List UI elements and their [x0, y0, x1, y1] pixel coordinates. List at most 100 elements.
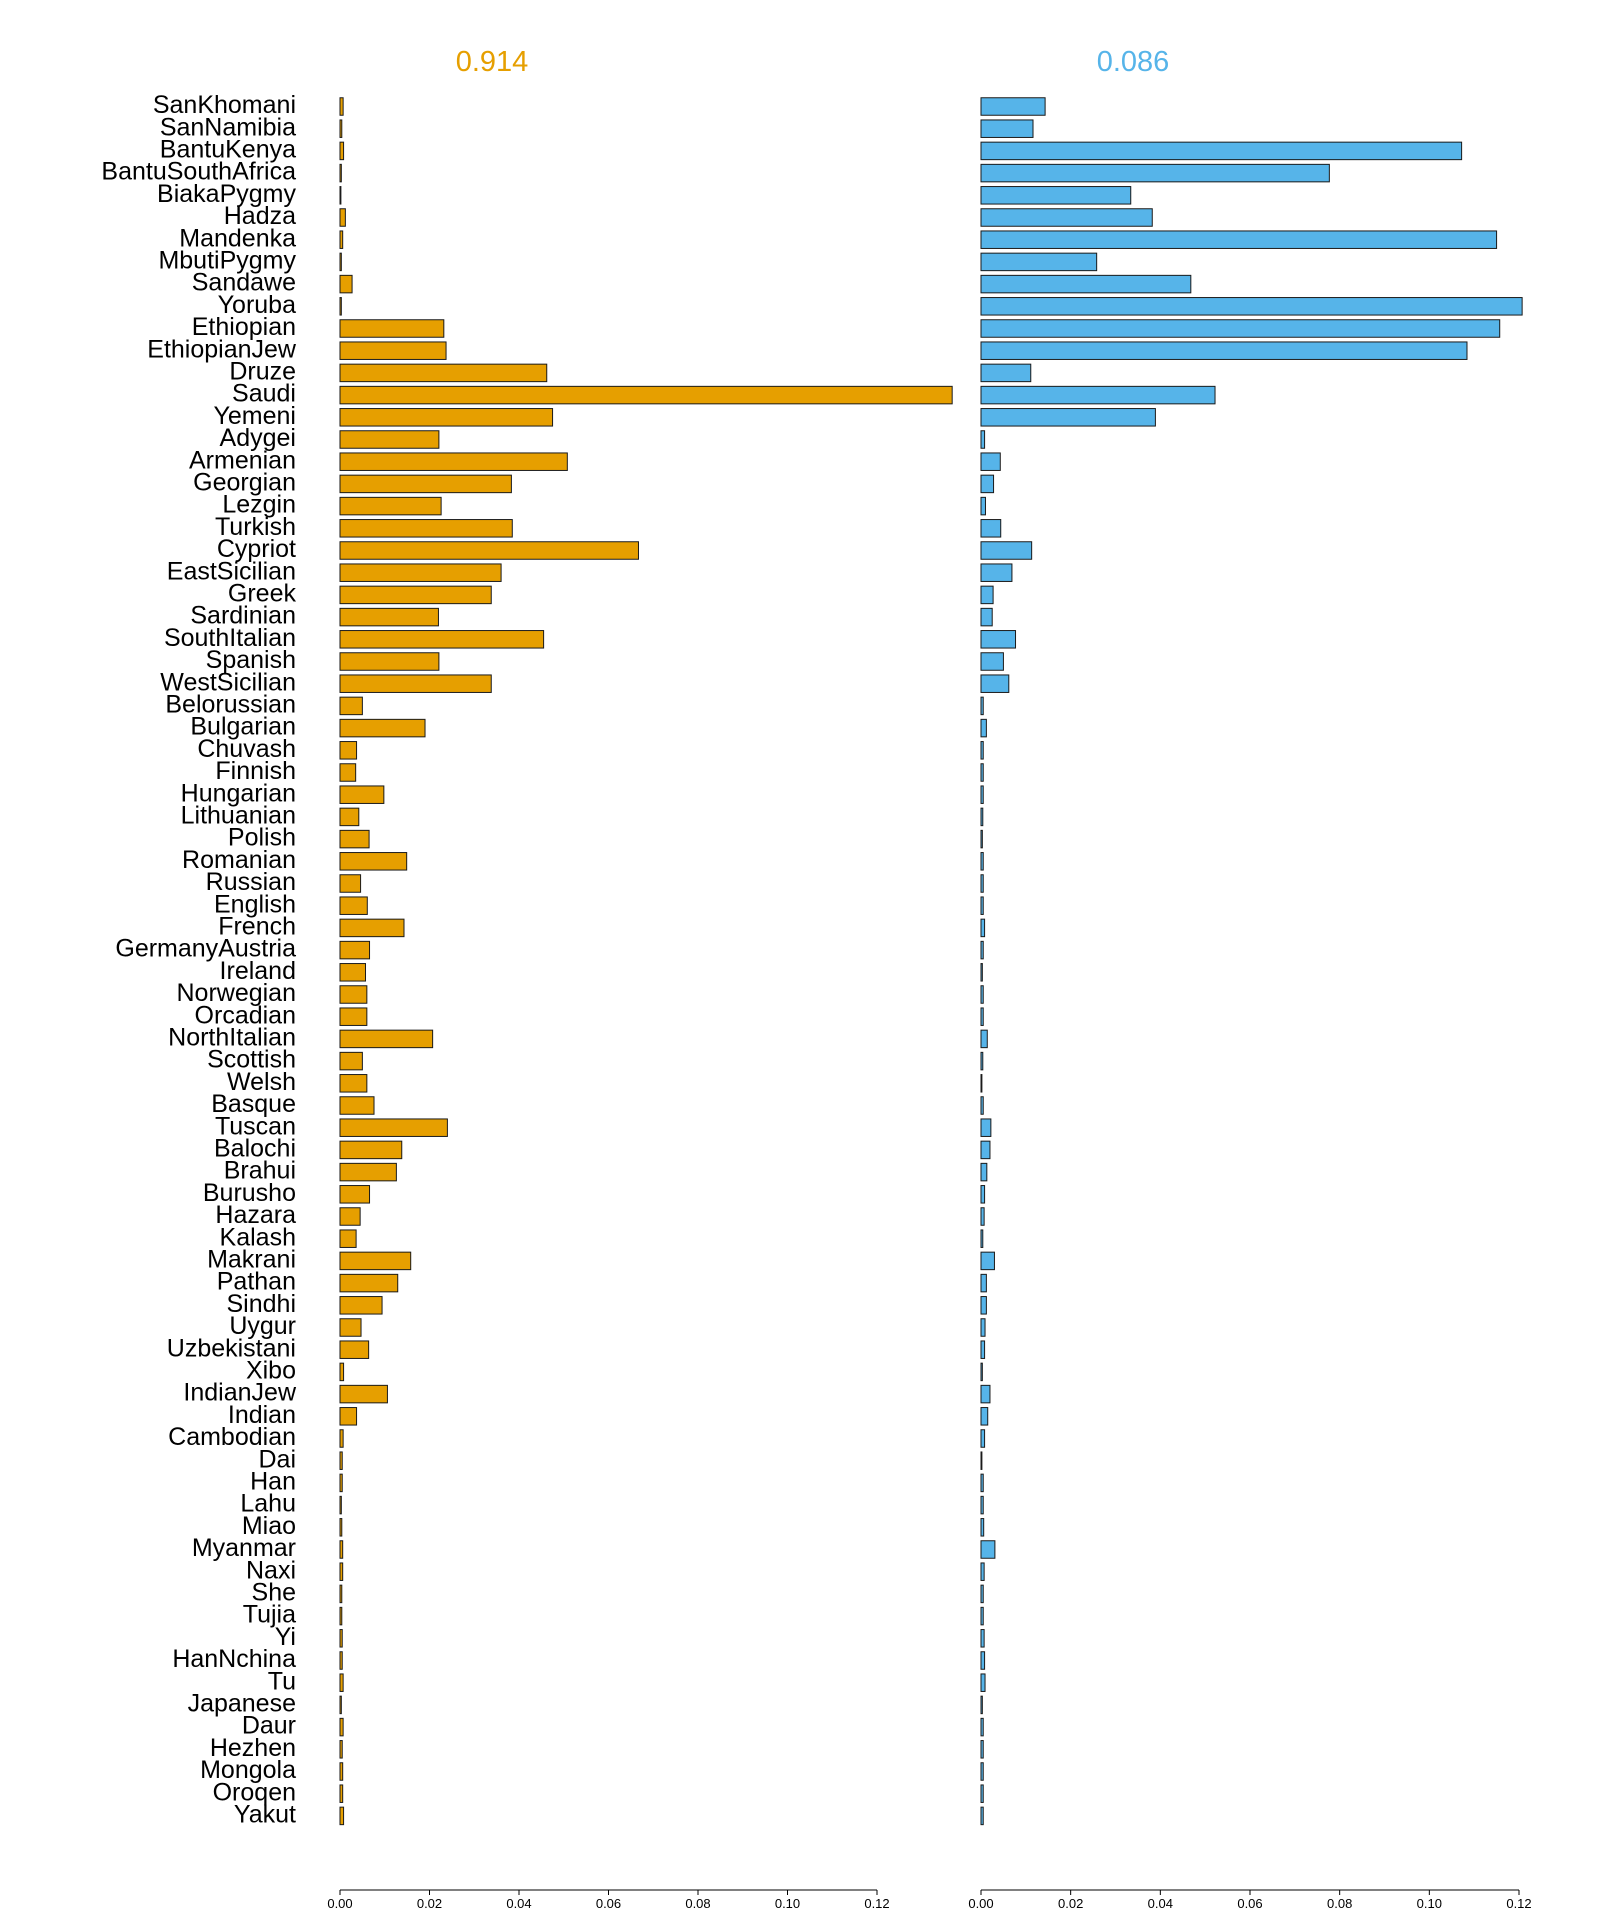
bar-hungarian-1: [980, 785, 984, 804]
label-hezhen: Hezhen: [210, 1734, 296, 1762]
label-southitalian: SouthItalian: [164, 624, 296, 652]
label-turkish: Turkish: [215, 513, 296, 541]
x-tick-label-1-1: 0.02: [1058, 1896, 1083, 1911]
bar-basque-1: [980, 1096, 984, 1115]
x-tick-label-0-3: 0.06: [596, 1896, 621, 1911]
bar-brahui-0: [339, 1162, 397, 1182]
label-cypriot: Cypriot: [217, 535, 296, 563]
bar-welsh-1: [980, 1074, 983, 1093]
label-armenian: Armenian: [189, 446, 296, 474]
label-bantusouthafrica: BantuSouthAfrica: [101, 158, 296, 186]
bar-georgian-1: [980, 474, 995, 494]
label-sardinian: Sardinian: [190, 602, 296, 630]
bar-balochi-0: [339, 1140, 403, 1160]
bar-romanian-1: [980, 852, 984, 871]
bar-cambodian-0: [339, 1429, 344, 1448]
x-tick-label-1-6: 0.12: [1506, 1896, 1531, 1911]
bar-orcadian-0: [339, 1007, 368, 1026]
bar-yoruba-1: [980, 297, 1523, 316]
bar-southitalian-1: [980, 630, 1017, 649]
bar-sannamibia-0: [339, 119, 343, 138]
label-tujia: Tujia: [243, 1601, 296, 1629]
bar-han-0: [339, 1473, 343, 1493]
bar-french-1: [980, 918, 986, 938]
label-uygur: Uygur: [229, 1312, 296, 1340]
bar-she-1: [980, 1584, 984, 1604]
bar-sandawe-1: [980, 274, 1192, 294]
label-georgian: Georgian: [193, 469, 296, 497]
bar-biakapygmy-0: [339, 186, 342, 205]
bar-hungarian-0: [339, 785, 385, 804]
bar-miao-1: [980, 1518, 985, 1537]
bar-ireland-0: [339, 963, 367, 982]
bar-uygur-1: [980, 1318, 986, 1337]
bar-lithuanian-0: [339, 807, 360, 827]
bar-tuscan-0: [339, 1118, 448, 1137]
bar-belorussian-0: [339, 696, 363, 716]
bar-mandenka-0: [339, 230, 344, 249]
x-tick-label-0-6: 0.12: [864, 1896, 889, 1911]
label-greek: Greek: [228, 580, 297, 608]
x-tick-label-1-4: 0.08: [1327, 1896, 1352, 1911]
bar-english-0: [339, 896, 368, 915]
panel-title-0: 0.914: [456, 46, 529, 78]
bar-lezgin-0: [339, 496, 442, 516]
bar-sindhi-1: [980, 1296, 987, 1315]
bar-spanish-0: [339, 652, 440, 671]
bar-xibo-1: [980, 1362, 983, 1382]
label-lahu: Lahu: [240, 1490, 296, 1518]
label-yoruba: Yoruba: [218, 291, 296, 319]
bar-kalash-1: [980, 1229, 984, 1248]
bar-hezhen-1: [980, 1740, 984, 1759]
bar-yi-0: [339, 1629, 343, 1648]
label-biakapygmy: BiakaPygmy: [157, 180, 296, 208]
bar-welsh-0: [339, 1074, 368, 1093]
bar-germanyaustria-1: [980, 940, 984, 960]
bar-biakapygmy-1: [980, 186, 1132, 205]
label-mandenka: Mandenka: [179, 224, 296, 252]
bar-dai-0: [339, 1451, 343, 1470]
label-naxi: Naxi: [246, 1556, 296, 1584]
bar-ethiopian-1: [980, 319, 1501, 338]
label-tu: Tu: [268, 1667, 296, 1695]
label-scottish: Scottish: [207, 1046, 296, 1074]
bar-indian-1: [980, 1407, 989, 1426]
label-lezgin: Lezgin: [222, 491, 296, 519]
bar-dai-1: [980, 1451, 983, 1470]
label-finnish: Finnish: [215, 757, 296, 785]
bar-xibo-0: [339, 1362, 345, 1382]
bar-yemeni-1: [980, 408, 1156, 427]
label-hannchina: HanNchina: [172, 1645, 296, 1673]
bar-chuvash-1: [980, 741, 984, 760]
label-hungarian: Hungarian: [181, 779, 296, 807]
bar-hazara-1: [980, 1207, 985, 1226]
x-tick-label-0-2: 0.04: [506, 1896, 531, 1911]
bar-ethiopianjew-1: [980, 341, 1468, 360]
bar-spanish-1: [980, 652, 1004, 671]
bar-sindhi-0: [339, 1296, 383, 1315]
bar-naxi-0: [339, 1562, 344, 1581]
bar-orcadian-1: [980, 1007, 984, 1026]
label-orcadian: Orcadian: [195, 1001, 296, 1029]
bar-finnish-1: [980, 763, 984, 782]
label-yakut: Yakut: [234, 1801, 296, 1829]
label-hazara: Hazara: [215, 1201, 296, 1229]
bar-armenian-0: [339, 452, 568, 471]
bar-southitalian-0: [339, 630, 545, 649]
bar-bulgarian-1: [980, 718, 987, 738]
bar-sandawe-0: [339, 274, 353, 294]
bar-germanyaustria-0: [339, 940, 371, 960]
x-tick-label-1-2: 0.04: [1148, 1896, 1173, 1911]
bar-mandenka-1: [980, 230, 1498, 249]
bar-daur-1: [980, 1717, 984, 1737]
bar-cypriot-0: [339, 541, 639, 560]
bar-greek-1: [980, 585, 994, 605]
bar-myanmar-1: [980, 1540, 996, 1559]
label-russian: Russian: [206, 868, 296, 896]
population-labels: SanKhomaniSanNamibiaBantuKenyaBantuSouth…: [101, 91, 297, 1828]
label-sandawe: Sandawe: [192, 269, 296, 297]
label-saudi: Saudi: [232, 380, 296, 408]
bar-norwegian-0: [339, 985, 368, 1004]
bar-yemeni-0: [339, 408, 554, 427]
label-westsicilian: WestSicilian: [160, 668, 296, 696]
